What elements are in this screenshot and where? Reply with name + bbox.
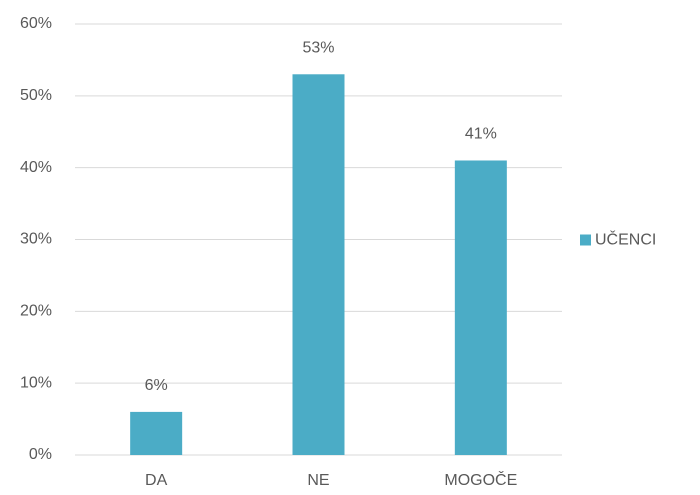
- x-tick-label: MOGOČE: [444, 470, 517, 489]
- y-tick-label: 0%: [29, 446, 52, 463]
- y-tick-label: 20%: [20, 303, 52, 320]
- legend-label: UČENCI: [595, 230, 656, 249]
- y-tick-label: 30%: [20, 231, 52, 248]
- y-tick-label: 10%: [20, 374, 52, 391]
- data-label: 6%: [145, 377, 168, 394]
- bar: [130, 411, 183, 455]
- data-label: 41%: [465, 126, 497, 143]
- bar: [454, 160, 507, 455]
- bar: [292, 74, 345, 456]
- y-tick-label: 50%: [20, 87, 52, 104]
- y-tick-label: 60%: [20, 15, 52, 32]
- data-label: 53%: [302, 40, 334, 57]
- x-tick-label: NE: [307, 472, 329, 489]
- legend-swatch: [580, 234, 591, 246]
- y-tick-label: 40%: [20, 159, 52, 176]
- x-tick-label: DA: [145, 472, 168, 489]
